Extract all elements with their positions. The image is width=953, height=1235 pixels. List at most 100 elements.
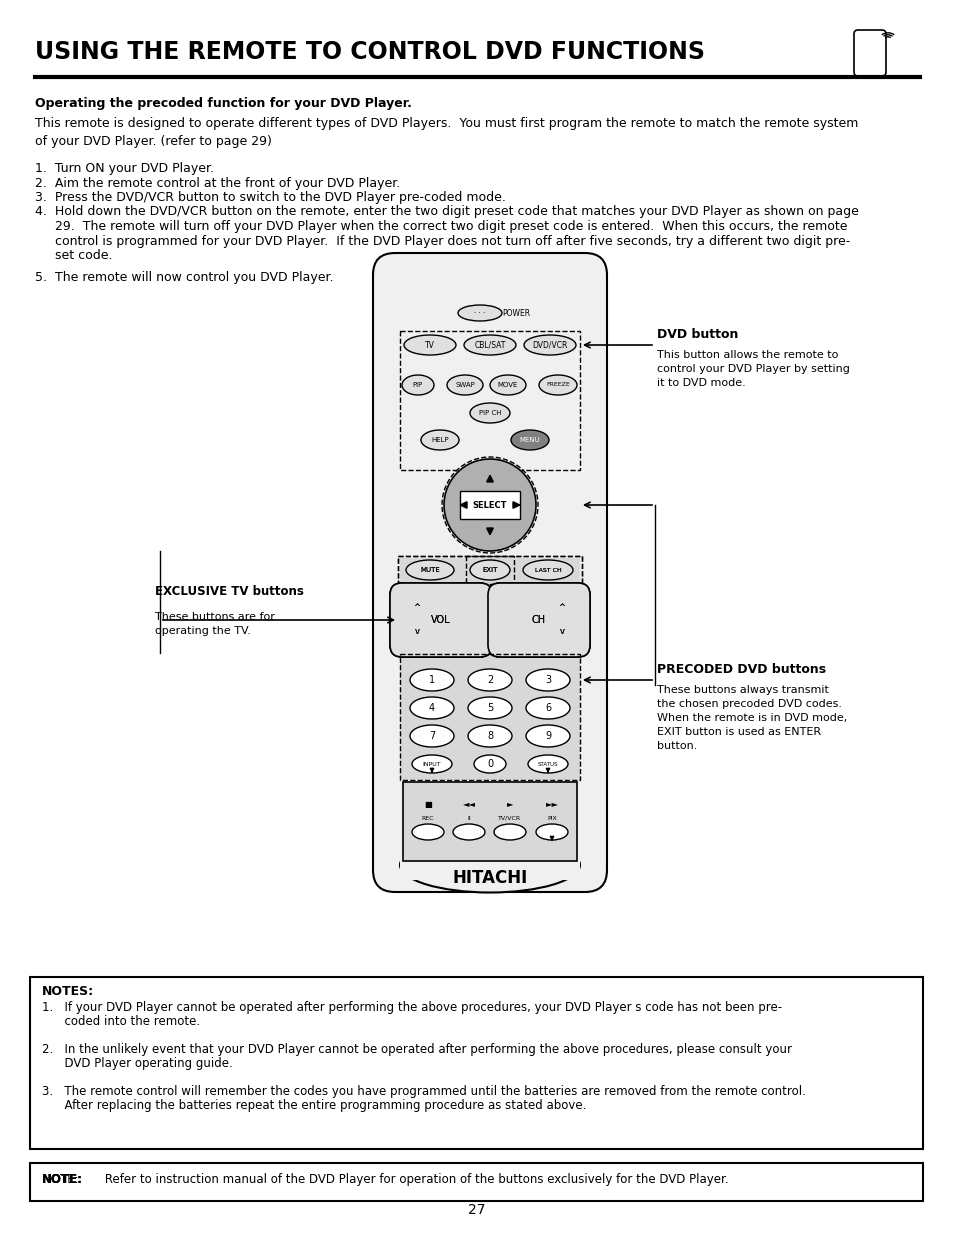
Text: MOVE: MOVE bbox=[497, 382, 517, 388]
Text: 1.   If your DVD Player cannot be operated after performing the above procedures: 1. If your DVD Player cannot be operated… bbox=[42, 1002, 781, 1014]
Text: set code.: set code. bbox=[35, 249, 112, 262]
FancyBboxPatch shape bbox=[399, 655, 579, 781]
Ellipse shape bbox=[474, 755, 505, 773]
Text: HITACHI: HITACHI bbox=[452, 869, 527, 887]
Text: This button allows the remote to
control your DVD Player by setting
it to DVD mo: This button allows the remote to control… bbox=[657, 350, 849, 388]
Text: v: v bbox=[414, 627, 419, 636]
Text: This remote is designed to operate different types of DVD Players.  You must fir: This remote is designed to operate diffe… bbox=[35, 117, 858, 148]
Text: PIX: PIX bbox=[547, 815, 557, 820]
Text: ■: ■ bbox=[424, 799, 432, 809]
Ellipse shape bbox=[403, 335, 456, 354]
Ellipse shape bbox=[412, 824, 443, 840]
Text: 8: 8 bbox=[486, 731, 493, 741]
Text: LAST CH: LAST CH bbox=[534, 568, 560, 573]
Text: FREEZE: FREEZE bbox=[545, 383, 569, 388]
Text: 0: 0 bbox=[486, 760, 493, 769]
Text: ►: ► bbox=[506, 799, 513, 809]
Text: NOTE:       Refer to instruction manual of the DVD Player for operation of the b: NOTE: Refer to instruction manual of the… bbox=[42, 1173, 728, 1186]
Text: ^: ^ bbox=[413, 604, 420, 613]
FancyBboxPatch shape bbox=[488, 583, 589, 657]
FancyBboxPatch shape bbox=[399, 830, 579, 881]
Text: TV: TV bbox=[425, 341, 435, 350]
Text: After replacing the batteries repeat the entire programming procedure as stated : After replacing the batteries repeat the… bbox=[42, 1099, 586, 1112]
Ellipse shape bbox=[538, 375, 577, 395]
FancyBboxPatch shape bbox=[390, 583, 492, 657]
Ellipse shape bbox=[457, 305, 501, 321]
Text: 4: 4 bbox=[429, 703, 435, 713]
Text: STATUS: STATUS bbox=[537, 762, 558, 767]
Text: NOTE:: NOTE: bbox=[42, 1173, 83, 1186]
Text: EXCLUSIVE TV buttons: EXCLUSIVE TV buttons bbox=[154, 585, 304, 598]
Text: These buttons always transmit
the chosen precoded DVD codes.
When the remote is : These buttons always transmit the chosen… bbox=[657, 685, 846, 751]
Text: Operating the precoded function for your DVD Player.: Operating the precoded function for your… bbox=[35, 98, 412, 110]
Ellipse shape bbox=[401, 375, 434, 395]
Text: ►►: ►► bbox=[545, 799, 558, 809]
Text: LAST CH: LAST CH bbox=[534, 568, 560, 573]
Text: v: v bbox=[558, 627, 564, 636]
Ellipse shape bbox=[410, 725, 454, 747]
Ellipse shape bbox=[412, 755, 452, 773]
Text: 3: 3 bbox=[544, 676, 551, 685]
Text: ^: ^ bbox=[558, 604, 565, 613]
Ellipse shape bbox=[525, 725, 569, 747]
Text: 5: 5 bbox=[486, 703, 493, 713]
FancyBboxPatch shape bbox=[488, 583, 589, 657]
Text: MUTE: MUTE bbox=[419, 567, 439, 573]
Text: 27: 27 bbox=[468, 1203, 485, 1216]
Text: 1.  Turn ON your DVD Player.: 1. Turn ON your DVD Player. bbox=[35, 162, 213, 175]
Ellipse shape bbox=[399, 837, 579, 893]
Text: VOL: VOL bbox=[431, 615, 451, 625]
Text: REC: REC bbox=[421, 815, 434, 820]
Text: POWER: POWER bbox=[501, 309, 530, 317]
Ellipse shape bbox=[468, 725, 512, 747]
Text: ^: ^ bbox=[558, 604, 565, 613]
Ellipse shape bbox=[463, 335, 516, 354]
FancyBboxPatch shape bbox=[373, 253, 606, 892]
Text: EXIT: EXIT bbox=[482, 567, 497, 573]
Text: SWAP: SWAP bbox=[455, 382, 475, 388]
Ellipse shape bbox=[536, 824, 567, 840]
Text: SELECT: SELECT bbox=[473, 500, 507, 510]
Text: INPUT: INPUT bbox=[422, 762, 441, 767]
Text: MUTE: MUTE bbox=[419, 567, 439, 573]
Text: 9: 9 bbox=[544, 731, 551, 741]
Text: coded into the remote.: coded into the remote. bbox=[42, 1015, 200, 1028]
Text: 2: 2 bbox=[486, 676, 493, 685]
Text: DVD button: DVD button bbox=[657, 329, 738, 341]
Text: PRECODED DVD buttons: PRECODED DVD buttons bbox=[657, 663, 825, 676]
Text: ^: ^ bbox=[413, 604, 420, 613]
Text: 4.  Hold down the DVD/VCR button on the remote, enter the two digit preset code : 4. Hold down the DVD/VCR button on the r… bbox=[35, 205, 858, 219]
FancyBboxPatch shape bbox=[390, 583, 492, 657]
Ellipse shape bbox=[470, 403, 510, 424]
Ellipse shape bbox=[410, 669, 454, 692]
Text: 3.   The remote control will remember the codes you have programmed until the ba: 3. The remote control will remember the … bbox=[42, 1086, 805, 1098]
Ellipse shape bbox=[447, 375, 482, 395]
Text: USING THE REMOTE TO CONTROL DVD FUNCTIONS: USING THE REMOTE TO CONTROL DVD FUNCTION… bbox=[35, 40, 704, 64]
Text: These buttons are for
operating the TV.: These buttons are for operating the TV. bbox=[154, 613, 274, 636]
Text: v: v bbox=[414, 627, 419, 636]
Text: 29.  The remote will turn off your DVD Player when the correct two digit preset : 29. The remote will turn off your DVD Pl… bbox=[35, 220, 846, 233]
Text: 2.   In the unlikely event that your DVD Player cannot be operated after perform: 2. In the unlikely event that your DVD P… bbox=[42, 1044, 791, 1056]
Text: 3.  Press the DVD/VCR button to switch to the DVD Player pre-coded mode.: 3. Press the DVD/VCR button to switch to… bbox=[35, 191, 505, 204]
Text: CH: CH bbox=[532, 615, 545, 625]
Text: 6: 6 bbox=[544, 703, 551, 713]
Text: VOL: VOL bbox=[431, 615, 451, 625]
Ellipse shape bbox=[420, 430, 458, 450]
Text: PIP: PIP bbox=[413, 382, 423, 388]
Text: NOTE:: NOTE: bbox=[42, 1173, 83, 1186]
Ellipse shape bbox=[490, 375, 525, 395]
Ellipse shape bbox=[511, 430, 548, 450]
FancyBboxPatch shape bbox=[459, 492, 519, 519]
Text: TV/VCR: TV/VCR bbox=[497, 815, 521, 820]
Ellipse shape bbox=[410, 697, 454, 719]
Text: DVD/VCR: DVD/VCR bbox=[532, 341, 567, 350]
Text: PIP CH: PIP CH bbox=[478, 410, 500, 416]
Ellipse shape bbox=[406, 559, 454, 580]
Text: control is programmed for your DVD Player.  If the DVD Player does not turn off : control is programmed for your DVD Playe… bbox=[35, 235, 849, 247]
Ellipse shape bbox=[453, 824, 484, 840]
FancyBboxPatch shape bbox=[402, 782, 577, 861]
Text: NOTES:: NOTES: bbox=[42, 986, 94, 998]
Text: CBL/SAT: CBL/SAT bbox=[474, 341, 505, 350]
Text: 7: 7 bbox=[429, 731, 435, 741]
Text: · · ·: · · · bbox=[474, 310, 485, 316]
